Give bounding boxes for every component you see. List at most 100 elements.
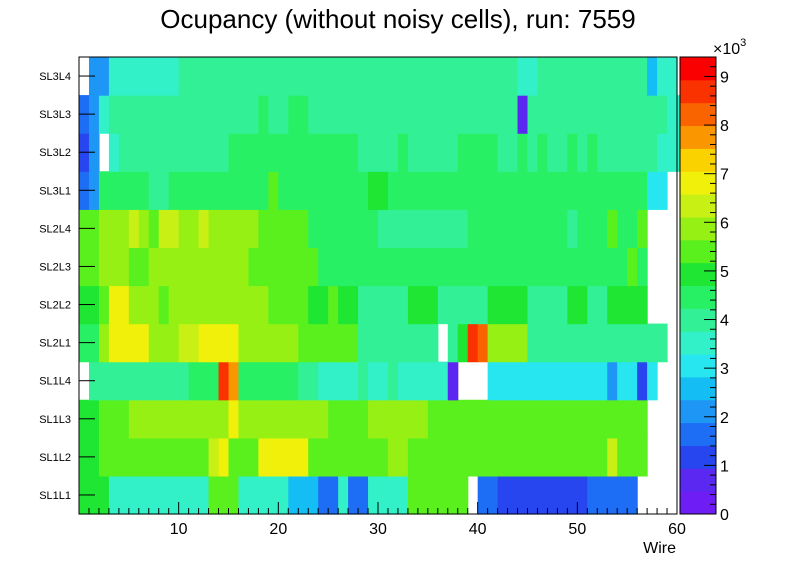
heatmap-cell <box>627 361 638 401</box>
heatmap-cell <box>567 323 578 363</box>
heatmap-cell <box>218 95 230 134</box>
heatmap-cell <box>288 437 299 477</box>
heatmap-cell <box>338 361 349 401</box>
heatmap-cell <box>547 95 558 134</box>
heatmap-cell <box>198 399 210 439</box>
heatmap-cell <box>517 285 529 325</box>
heatmap-cell <box>607 95 618 134</box>
y-tick-label: SL3L4 <box>39 71 71 83</box>
heatmap-cell <box>387 57 399 96</box>
heatmap-cell <box>148 323 160 363</box>
heatmap-cell <box>128 171 140 210</box>
heatmap-cell <box>567 399 578 439</box>
heatmap-cell <box>138 95 150 134</box>
heatmap-cell <box>497 57 509 96</box>
heatmap-cell <box>108 285 120 325</box>
heatmap-cell <box>507 285 519 325</box>
heatmap-cell <box>218 171 230 210</box>
heatmap-cell <box>457 437 469 477</box>
heatmap-cell <box>168 361 180 401</box>
heatmap-cell <box>258 399 269 439</box>
heatmap-cell <box>577 247 588 287</box>
heatmap-cell <box>447 361 459 401</box>
heatmap-cell <box>358 57 369 96</box>
colorbar-exponent-base: ×10 <box>713 41 740 58</box>
heatmap-cell <box>557 323 568 363</box>
heatmap-cell <box>358 475 369 515</box>
x-tick-label: 10 <box>170 521 188 538</box>
heatmap-cell <box>397 209 409 249</box>
heatmap-cell <box>108 437 120 477</box>
heatmap-cell <box>487 361 499 401</box>
heatmap-cell <box>168 399 180 439</box>
heatmap-cell <box>328 133 339 172</box>
heatmap-cell <box>158 361 170 401</box>
heatmap-cell <box>577 361 588 401</box>
heatmap-cell <box>308 133 319 172</box>
heatmap-cell <box>258 95 269 134</box>
colorbar-tick-label: 2 <box>720 410 729 427</box>
heatmap-cell <box>378 57 389 96</box>
heatmap-cell <box>308 209 319 249</box>
heatmap-cell <box>617 285 628 325</box>
heatmap-cell <box>477 95 489 134</box>
heatmap-cells <box>79 57 688 515</box>
colorbar-segment <box>680 399 716 424</box>
heatmap-cell <box>108 171 120 210</box>
heatmap-cell <box>178 285 190 325</box>
heatmap-cell <box>467 209 479 249</box>
heatmap-cell <box>268 171 279 210</box>
heatmap-cell <box>617 247 628 287</box>
heatmap-cell <box>627 209 638 249</box>
heatmap-cell <box>567 361 578 401</box>
heatmap-cell <box>547 209 558 249</box>
heatmap-cell <box>348 361 359 401</box>
heatmap-cell <box>318 57 329 96</box>
colorbar-segment <box>680 125 716 149</box>
heatmap-cell <box>128 247 140 287</box>
heatmap-cell <box>148 361 160 401</box>
heatmap-cell <box>228 285 240 325</box>
heatmap-cell <box>148 133 160 172</box>
heatmap-cell <box>188 361 200 401</box>
heatmap-cell <box>537 285 549 325</box>
x-tick-label: 50 <box>568 521 586 538</box>
heatmap-cell <box>517 57 529 96</box>
heatmap-cell <box>358 171 369 210</box>
heatmap-cell <box>358 399 369 439</box>
heatmap-cell <box>208 247 220 287</box>
heatmap-cell <box>178 95 190 134</box>
heatmap-cell <box>298 399 309 439</box>
heatmap-cell <box>567 247 578 287</box>
heatmap-cell <box>318 285 329 325</box>
heatmap-cell <box>158 323 170 363</box>
heatmap-cell <box>517 475 529 515</box>
heatmap-cell <box>497 209 509 249</box>
heatmap-cell <box>378 285 389 325</box>
x-tick-label: 20 <box>269 521 287 538</box>
heatmap-cell <box>308 285 319 325</box>
heatmap-cell <box>397 247 409 287</box>
heatmap-cell <box>627 437 638 477</box>
colorbar-tick-label: 9 <box>720 69 729 86</box>
heatmap-cell <box>417 323 429 363</box>
heatmap-cell <box>647 133 658 172</box>
heatmap-cell <box>407 57 419 96</box>
heatmap-cell <box>278 247 289 287</box>
y-tick-label: SL2L2 <box>39 300 71 312</box>
colorbar-tick-label: 6 <box>720 215 729 232</box>
heatmap-cell <box>328 437 339 477</box>
heatmap-cell <box>358 285 369 325</box>
heatmap-cell <box>467 285 479 325</box>
heatmap-cell <box>358 133 369 172</box>
heatmap-cell <box>397 323 409 363</box>
heatmap-cell <box>288 323 299 363</box>
heatmap-cell <box>437 399 449 439</box>
heatmap-cell <box>148 247 160 287</box>
heatmap-cell <box>447 285 459 325</box>
heatmap-cell <box>587 323 598 363</box>
heatmap-cell <box>617 209 628 249</box>
heatmap-cell <box>178 171 190 210</box>
y-tick-label: SL1L2 <box>39 452 71 464</box>
heatmap-cell <box>318 209 329 249</box>
